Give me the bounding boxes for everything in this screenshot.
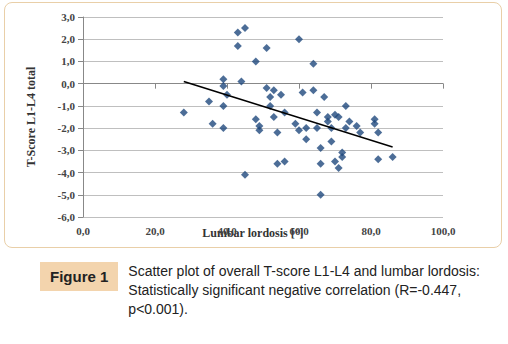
svg-text:Lumbar lordosis [°]: Lumbar lordosis [°] [202,226,304,240]
svg-text:40,0: 40,0 [217,225,237,237]
svg-text:100,0: 100,0 [431,225,456,237]
svg-text:-6,0: -6,0 [58,211,76,223]
svg-text:-4,0: -4,0 [58,167,76,179]
svg-text:T-Score L1-L4 total: T-Score L1-L4 total [24,66,38,167]
svg-text:80,0: 80,0 [361,225,381,237]
html-text:Figure 1: Figure 1 [50,268,109,285]
svg-text:-2,0: -2,0 [58,122,76,134]
svg-text:3,0: 3,0 [61,11,75,23]
svg-text:60,0: 60,0 [289,225,309,237]
html-text:Scatter plot of overall T-scor: Scatter plot of overall T-score L1-L4 an… [128,263,480,317]
svg-text:-3,0: -3,0 [58,144,76,156]
svg-text:-1,0: -1,0 [58,100,76,112]
svg-text:1,0: 1,0 [61,55,75,67]
svg-text:-5,0: -5,0 [58,189,76,201]
svg-text:0,0: 0,0 [76,225,90,237]
svg-text:2,0: 2,0 [61,33,75,45]
svg-text:0,0: 0,0 [61,78,75,90]
svg-text:20,0: 20,0 [145,225,165,237]
